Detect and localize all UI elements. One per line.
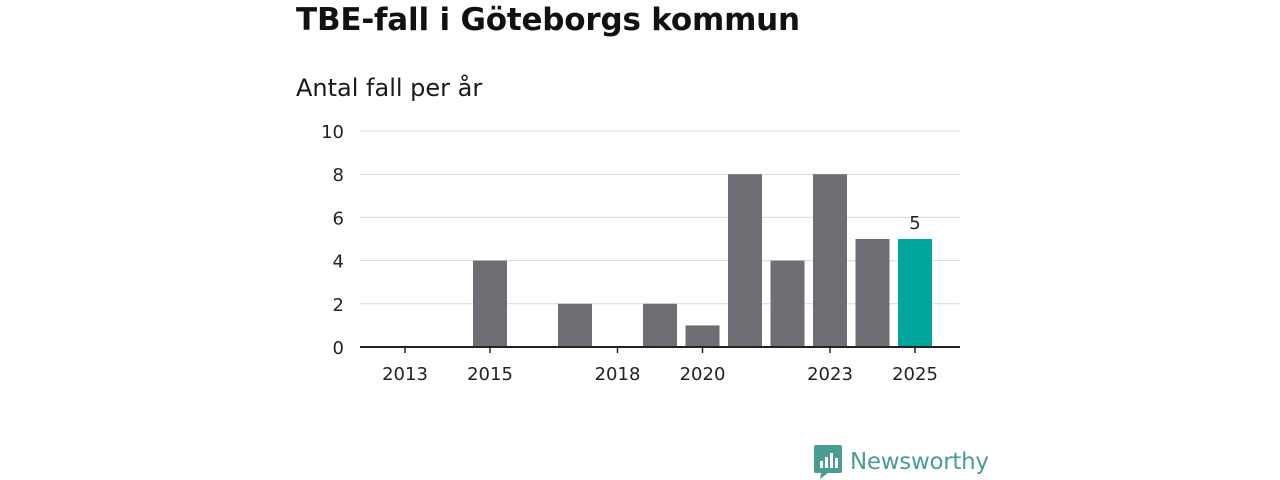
chart-title: TBE-fall i Göteborgs kommun [296,2,800,38]
x-tick-label-2015: 2015 [467,364,513,385]
y-tick-label-8: 8 [333,165,344,186]
bar-2024 [855,239,890,347]
bar-2015 [473,260,507,347]
y-tick-label-6: 6 [333,208,344,229]
x-tick-label-2020: 2020 [680,364,726,385]
data-label-2025: 5 [909,213,920,234]
bar-chart-badge-icon [814,445,842,479]
x-tick-label-2025: 2025 [892,364,938,385]
bar-2020 [685,325,720,347]
labels: 0 2 4 6 8 10 2013 2015 2018 2020 2023 2025 5 [321,122,938,385]
brand-name: Newsworthy [850,449,989,475]
bar-2019 [643,303,677,347]
chart-subtitle: Antal fall per år [296,74,483,102]
y-tick-label-2: 2 [333,295,344,316]
bar-2021 [728,174,762,347]
x-tick-label-2013: 2013 [382,364,428,385]
x-tick-label-2023: 2023 [807,364,853,385]
bar-2017 [558,303,592,347]
y-tick-label-10: 10 [321,122,344,143]
y-tick-label-4: 4 [333,252,344,273]
brand-logo: Newsworthy [814,445,989,479]
bar-2023 [813,174,847,347]
y-tick-label-0: 0 [333,338,344,359]
x-tick-label-2018: 2018 [595,364,641,385]
bar-2025 [898,239,932,347]
bar-2022 [770,260,805,347]
bars [473,174,932,347]
axes [360,346,960,353]
